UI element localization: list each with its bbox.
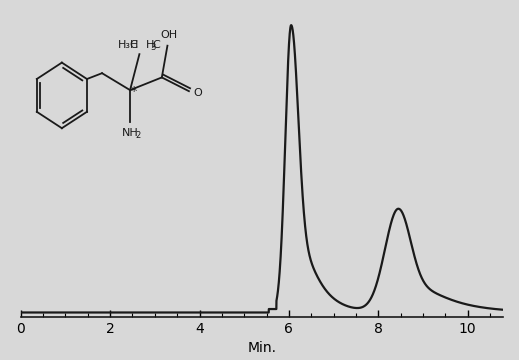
Text: NH: NH xyxy=(121,128,139,138)
Text: OH: OH xyxy=(161,30,178,40)
X-axis label: Min.: Min. xyxy=(248,341,277,355)
Text: 3: 3 xyxy=(150,43,156,52)
Text: O: O xyxy=(194,88,202,98)
Text: 2: 2 xyxy=(135,131,141,140)
Text: H: H xyxy=(130,40,139,50)
Text: *: * xyxy=(131,85,137,98)
Text: C: C xyxy=(152,40,160,50)
Text: H: H xyxy=(145,40,154,50)
Text: H₃C: H₃C xyxy=(118,40,139,50)
